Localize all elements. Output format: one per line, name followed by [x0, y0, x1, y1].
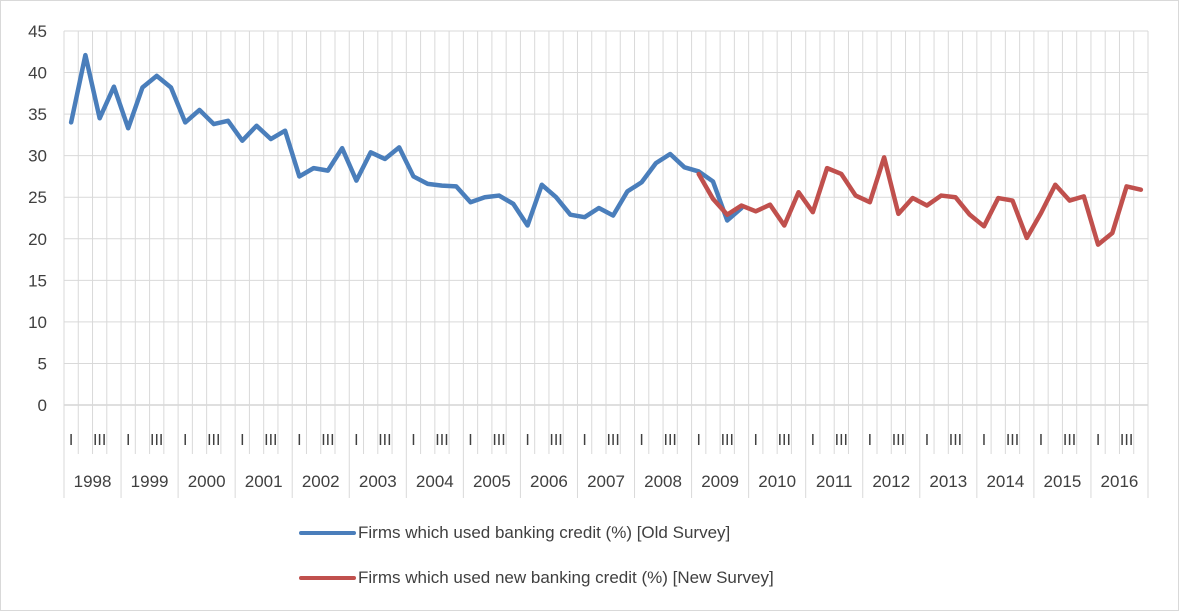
year-tick-label: 2005: [473, 472, 511, 491]
quarter-tick-label: III: [492, 432, 505, 449]
year-tick-label: 2011: [816, 472, 853, 491]
quarter-tick-label: I: [354, 432, 358, 449]
quarter-tick-label: III: [321, 432, 334, 449]
quarter-tick-label: III: [664, 432, 677, 449]
quarter-tick-label: I: [754, 432, 758, 449]
quarter-tick-label: I: [811, 432, 815, 449]
year-tick-label: 2013: [929, 472, 967, 491]
legend-swatch-old-survey: [299, 531, 356, 535]
quarter-tick-label: I: [126, 432, 130, 449]
quarter-tick-label: I: [468, 432, 472, 449]
quarter-tick-label: III: [264, 432, 277, 449]
year-tick-label: 2014: [986, 472, 1024, 491]
year-tick-label: 2007: [587, 472, 625, 491]
year-tick-label: 2009: [701, 472, 739, 491]
year-tick-label: 2008: [644, 472, 682, 491]
quarter-tick-label: I: [1096, 432, 1100, 449]
year-tick-label: 2003: [359, 472, 397, 491]
legend-item-new-survey: Firms which used new banking credit (%) …: [299, 568, 774, 588]
y-tick-label: 35: [28, 105, 47, 124]
quarter-tick-label: III: [949, 432, 962, 449]
quarter-tick-label: III: [778, 432, 791, 449]
quarter-tick-label: III: [835, 432, 848, 449]
gridlines: [63, 30, 1149, 498]
series-lines: [68, 52, 1144, 247]
quarter-tick-label: III: [435, 432, 448, 449]
year-tick-label: 2012: [872, 472, 910, 491]
y-axis: 0 5 10 15 20 25 30 35 40 45: [28, 22, 47, 415]
quarter-tick-label: I: [411, 432, 415, 449]
quarter-tick-label: I: [868, 432, 872, 449]
y-tick-label: 30: [28, 147, 47, 166]
quarter-tick-label: III: [892, 432, 905, 449]
y-tick-label: 40: [28, 64, 47, 83]
y-tick-label: 5: [38, 354, 47, 373]
y-tick-label: 20: [28, 230, 47, 249]
quarter-tick-label: I: [240, 432, 244, 449]
year-tick-label: 2016: [1101, 472, 1139, 491]
quarter-tick-label: I: [1039, 432, 1043, 449]
legend-item-old-survey: Firms which used banking credit (%) [Old…: [299, 523, 730, 543]
quarter-tick-label: III: [207, 432, 220, 449]
quarter-tick-label: I: [297, 432, 301, 449]
quarter-tick-label: III: [721, 432, 734, 449]
quarter-tick-label: I: [69, 432, 73, 449]
year-tick-label: 2006: [530, 472, 568, 491]
quarter-tick-label: III: [549, 432, 562, 449]
year-tick-label: 1998: [74, 472, 112, 491]
year-tick-label: 2002: [302, 472, 340, 491]
quarter-tick-label: III: [606, 432, 619, 449]
series-line-new-survey: [696, 155, 1144, 247]
year-tick-label: 2015: [1044, 472, 1082, 491]
year-tick-label: 2001: [245, 472, 283, 491]
quarter-tick-label: III: [150, 432, 163, 449]
y-tick-label: 25: [28, 188, 47, 207]
year-tick-label: 2004: [416, 472, 454, 491]
quarter-tick-label: I: [582, 432, 586, 449]
y-tick-label: 0: [38, 396, 47, 415]
y-tick-label: 45: [28, 22, 47, 41]
quarter-tick-label: III: [1120, 432, 1133, 449]
quarter-tick-label: I: [696, 432, 700, 449]
legend-swatch-new-survey: [299, 576, 356, 580]
year-tick-label: 1999: [131, 472, 169, 491]
quarter-tick-label: I: [925, 432, 929, 449]
series-line-old-survey: [68, 52, 744, 228]
quarter-tick-label: III: [1006, 432, 1019, 449]
year-tick-label: 2010: [758, 472, 796, 491]
quarter-tick-label: I: [639, 432, 643, 449]
y-tick-label: 10: [28, 313, 47, 332]
year-tick-label: 2000: [188, 472, 226, 491]
y-tick-label: 15: [28, 271, 47, 290]
quarter-tick-label: I: [525, 432, 529, 449]
quarter-tick-label: III: [378, 432, 391, 449]
quarter-tick-label: III: [1063, 432, 1076, 449]
legend-label-new-survey: Firms which used new banking credit (%) …: [358, 568, 774, 587]
legend-label-old-survey: Firms which used banking credit (%) [Old…: [358, 523, 731, 542]
quarter-tick-label: I: [183, 432, 187, 449]
quarter-tick-label: III: [93, 432, 106, 449]
quarter-tick-label: I: [982, 432, 986, 449]
